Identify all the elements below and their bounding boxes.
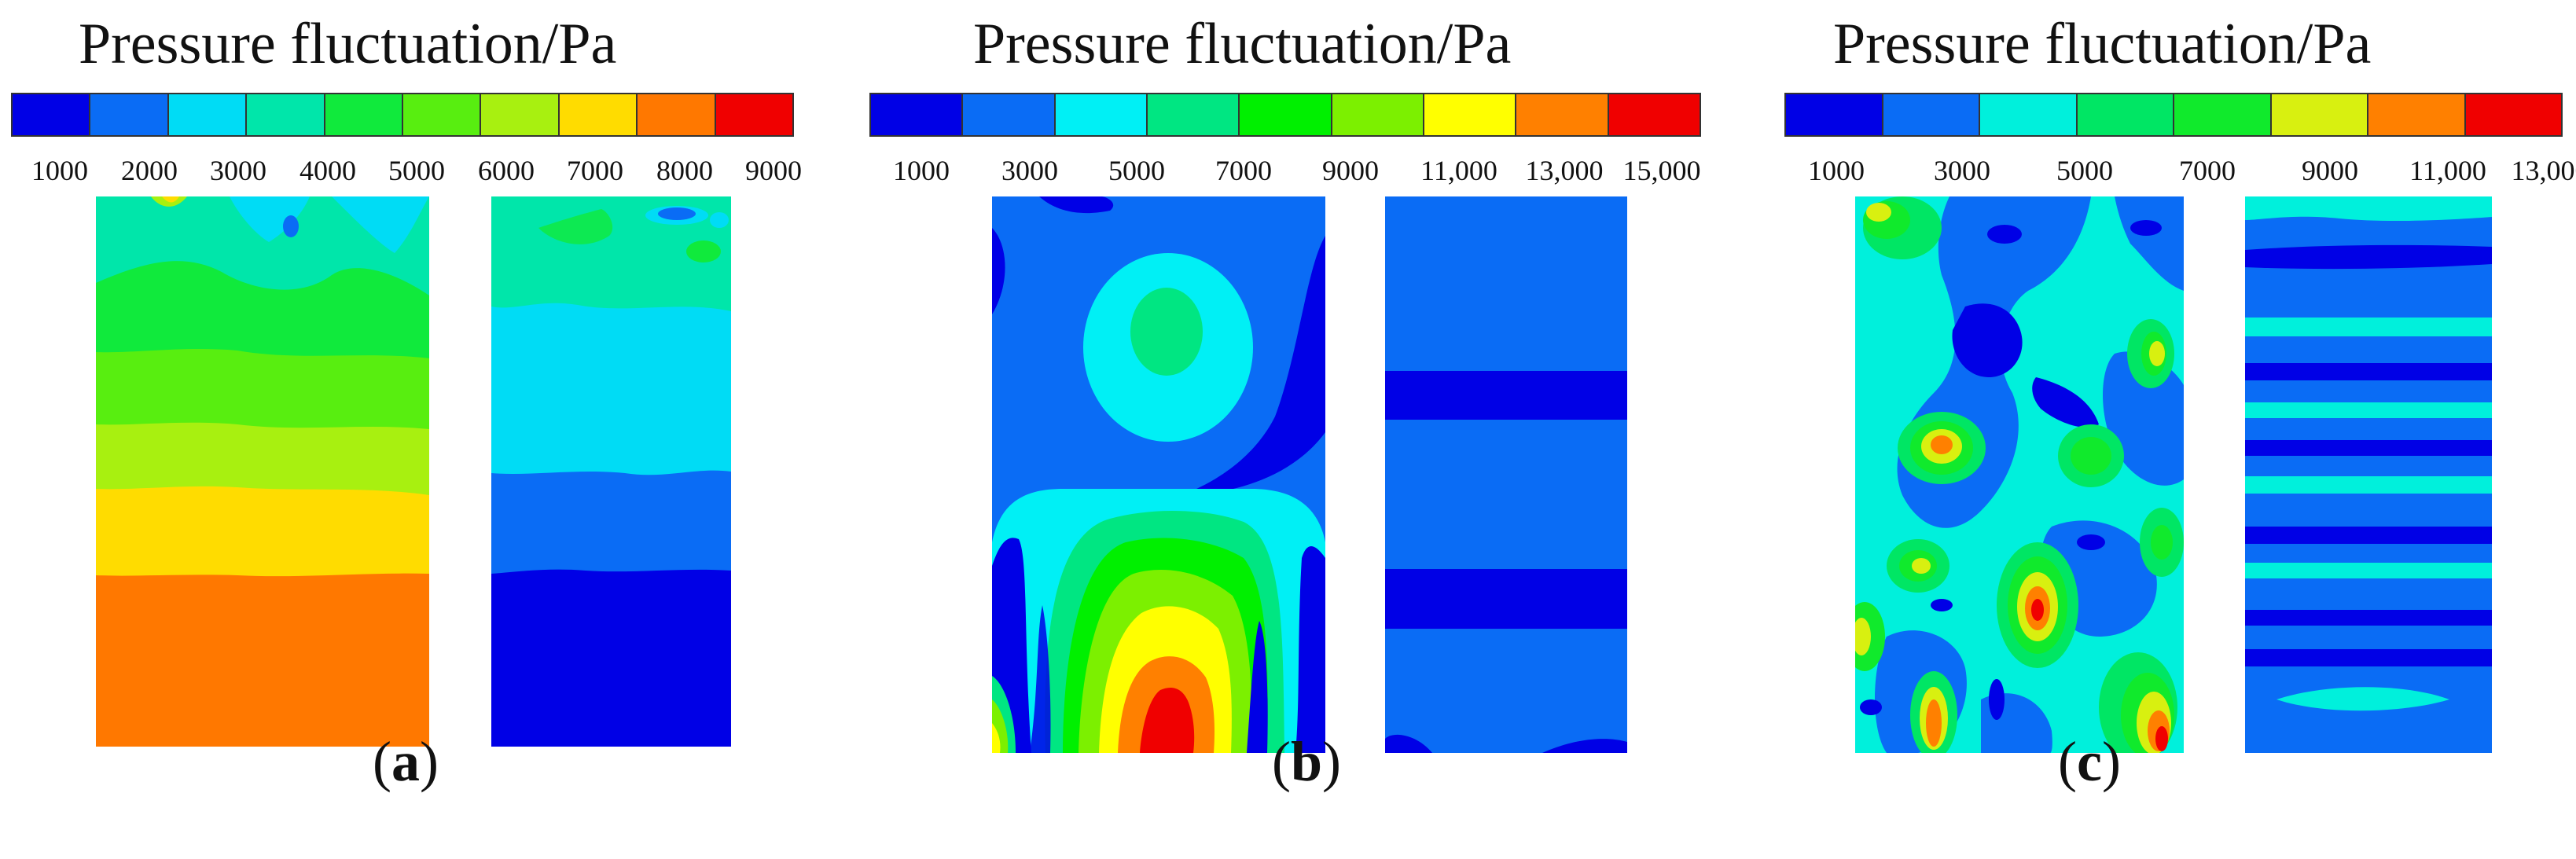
colorbar-swatch [2077,94,2174,135]
colorbar-swatch [2368,94,2466,135]
colorbar-swatch [1516,94,1609,135]
panel-a-colorbar [11,93,794,137]
panel-c-left-contour [1855,196,2184,753]
panel-a-tick: 2000 [121,155,178,186]
panel-a-tick: 9000 [745,155,802,186]
panel-a-tick: 3000 [210,155,266,186]
colorbar-swatch [1240,94,1332,135]
panel-b-title: Pressure fluctuation/Pa [973,12,1512,76]
panel-a-tick: 5000 [388,155,445,186]
panel-c-tick: 7000 [2179,155,2236,186]
colorbar-swatch [1980,94,2078,135]
colorbar-swatch [1424,94,1517,135]
colorbar-swatch [963,94,1056,135]
panel-b-tick: 13,000 [1525,155,1604,186]
colorbar-swatch [2174,94,2272,135]
panel-a-right-contour [491,196,731,747]
panel-a-tick: 6000 [478,155,535,186]
panel-c-tick: 13,000 [2511,155,2576,186]
panel-a-left-contour [96,196,429,747]
colorbar-swatch [871,94,964,135]
panel-a-tick: 1000 [31,155,88,186]
panel-a-title: Pressure fluctuation/Pa [79,12,617,76]
colorbar-swatch [247,94,325,135]
colorbar-swatch [325,94,404,135]
panel-b-tick: 9000 [1322,155,1379,186]
panel-b-right-contour [1385,196,1627,753]
colorbar-swatch [1055,94,1148,135]
panel-b-tick: 11,000 [1420,155,1497,186]
colorbar-swatch [1786,94,1883,135]
panel-b-tick: 1000 [893,155,950,186]
panel-b-tick: 3000 [1001,155,1058,186]
colorbar-swatch [2271,94,2368,135]
panel-c-right-contour [2245,196,2492,753]
panel-a-tick: 8000 [656,155,713,186]
panel-a-caption-letter: a [391,730,420,793]
colorbar-swatch [2465,94,2561,135]
colorbar-swatch [638,94,716,135]
colorbar-swatch [13,94,91,135]
panel-b-caption: (b) [1272,730,1342,793]
panel-b-caption-letter: b [1290,730,1323,793]
panel-b-left-contour [992,196,1325,753]
panel-a-caption: (a) [373,730,439,793]
panel-c-title: Pressure fluctuation/Pa [1833,12,2372,76]
colorbar-swatch [715,94,793,135]
panel-c-tick: 3000 [1934,155,1990,186]
panel-b-tick: 15,000 [1622,155,1701,186]
panel-b-tick: 7000 [1215,155,1272,186]
colorbar-swatch [481,94,560,135]
panel-c-caption-letter: c [2076,730,2102,793]
panel-b-colorbar [869,93,1701,137]
colorbar-swatch [168,94,248,135]
panel-c-tick: 11,000 [2409,155,2486,186]
colorbar-swatch [1883,94,1980,135]
colorbar-swatch [1332,94,1424,135]
panel-c-tick: 5000 [2056,155,2113,186]
panel-c-tick: 9000 [2302,155,2358,186]
colorbar-swatch [1147,94,1240,135]
panel-c-colorbar [1784,93,2563,137]
colorbar-swatch [1608,94,1700,135]
colorbar-swatch [559,94,638,135]
panel-b-tick: 5000 [1108,155,1165,186]
colorbar-swatch [90,94,169,135]
panel-a-tick: 4000 [299,155,356,186]
panel-a-tick: 7000 [567,155,623,186]
panel-c-tick: 1000 [1808,155,1865,186]
panel-c-caption: (c) [2058,730,2121,793]
colorbar-swatch [403,94,482,135]
